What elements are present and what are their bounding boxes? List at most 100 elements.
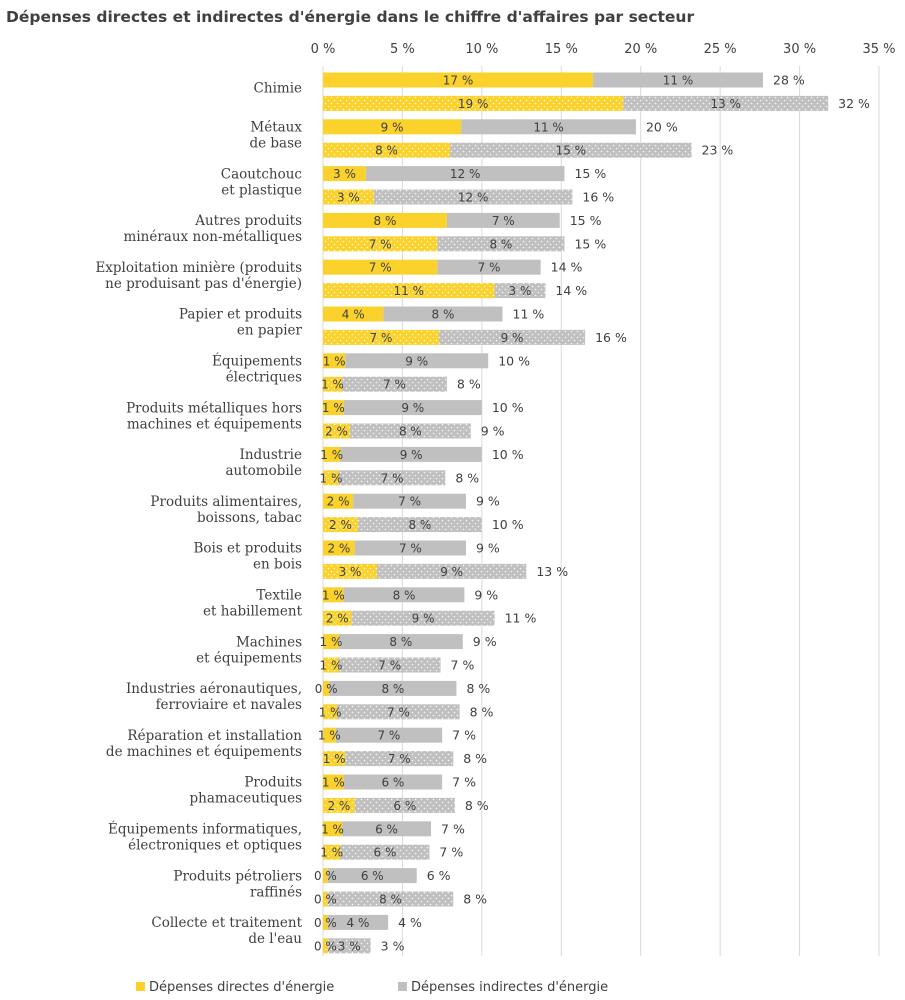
bar-indirect [342,376,447,392]
bar-indirect [343,400,482,416]
data-label-total: 9 % [481,424,505,439]
data-label-direct: 1 % [320,448,343,462]
data-label-direct: 1 % [320,635,343,649]
bar-indirect [354,797,455,813]
bar-indirect [623,95,829,111]
bar-indirect [327,868,417,884]
category-label: Métaux de base [249,120,302,152]
bar-direct [323,470,339,486]
data-label-direct: 7 % [370,331,393,345]
data-label-indirect: 8 % [489,237,512,251]
bar-direct [323,727,336,743]
bar-indirect [338,657,441,673]
data-label-indirect: 4 % [347,916,370,930]
bar-direct [323,446,341,462]
bar-indirect [354,540,466,556]
data-label-total: 16 % [582,190,614,205]
bar-direct [323,212,447,228]
bar-direct [323,587,344,603]
data-label-indirect: 8 % [399,425,422,439]
data-label-direct: 8 % [374,214,397,228]
bar-direct [323,657,339,673]
data-label-total: 8 % [463,892,487,907]
chart-title: Dépenses directes et indirectes d'énergi… [6,8,694,26]
data-label-indirect: 9 % [501,331,524,345]
bar-indirect [342,821,432,837]
category-label: Industrie automobile [226,447,303,479]
data-label-total: 15 % [574,166,606,181]
data-label-direct: 2 % [327,495,350,509]
bar-indirect [338,634,463,650]
category-label: Exploitation minière (produits ne produis… [95,260,302,292]
data-label-direct: 0 % [315,682,338,696]
data-label-indirect: 7 % [388,752,411,766]
data-label-total: 9 % [476,541,500,556]
bar-indirect [350,423,471,439]
data-label-direct: 11 % [394,284,425,298]
bar-direct [323,236,438,252]
category-label: Collecte et traitement de l'eau [151,915,302,947]
data-label-indirect: 7 % [377,729,400,743]
bar-indirect [338,470,446,486]
legend-swatch [136,982,145,991]
data-label-total: 14 % [551,260,583,275]
category-label: Autres produits minéraux non-métalliques [124,213,303,245]
data-label-direct: 1 % [320,471,343,485]
data-label-direct: 1 % [321,378,344,392]
category-label: Textile et habillement [203,588,303,620]
bar-indirect [345,353,489,369]
data-label-indirect: 12 % [458,191,489,205]
data-label-total: 13 % [536,564,568,579]
bar-indirect [340,844,430,860]
data-label-total: 9 % [474,587,498,602]
data-label-total: 9 % [476,494,500,509]
x-tick-label: 15 % [545,42,578,57]
data-label-total: 8 % [457,377,481,392]
bar-indirect [327,891,454,907]
data-label-indirect: 8 % [379,893,402,907]
data-label-indirect: 7 % [378,659,401,673]
bar-indirect [345,751,454,767]
data-label-total: 8 % [470,704,494,719]
data-label-indirect: 11 % [533,120,564,134]
bar-indirect [335,727,443,743]
bar-direct [323,423,351,439]
bar-indirect [437,259,541,275]
category-label: Chimie [254,81,302,97]
data-label-total: 9 % [473,634,497,649]
bar-indirect [446,212,560,228]
bar-indirect [343,587,465,603]
bar-direct [323,119,462,135]
bar-indirect [327,914,389,930]
data-label-direct: 1 % [320,659,343,673]
category-label: Produits phamaceutiques [190,775,303,807]
data-label-indirect: 13 % [710,97,741,111]
bar-direct [323,72,594,88]
bar-direct [323,95,624,111]
x-tick-label: 30 % [783,42,816,57]
data-label-direct: 1 % [323,354,346,368]
bar-direct [323,797,355,813]
data-label-total: 8 % [455,470,479,485]
data-label-total: 4 % [398,915,422,930]
bar-direct [323,680,330,696]
data-label-direct: 8 % [375,144,398,158]
bar-direct [323,634,339,650]
x-tick-label: 0 % [311,42,336,57]
data-label-indirect: 11 % [663,74,694,88]
data-label-direct: 7 % [369,237,392,251]
data-label-direct: 17 % [443,74,474,88]
bar-indirect [337,704,460,720]
data-label-total: 7 % [441,821,465,836]
bar-direct [323,400,344,416]
data-label-total: 14 % [555,283,587,298]
data-label-direct: 1 % [322,401,345,415]
data-label-total: 28 % [773,73,805,88]
data-label-indirect: 7 % [387,705,410,719]
data-label-direct: 3 % [337,191,360,205]
legend-swatch [398,982,407,991]
data-label-direct: 0 % [314,939,337,953]
data-label-total: 7 % [452,775,476,790]
data-label-direct: 1 % [320,846,343,860]
